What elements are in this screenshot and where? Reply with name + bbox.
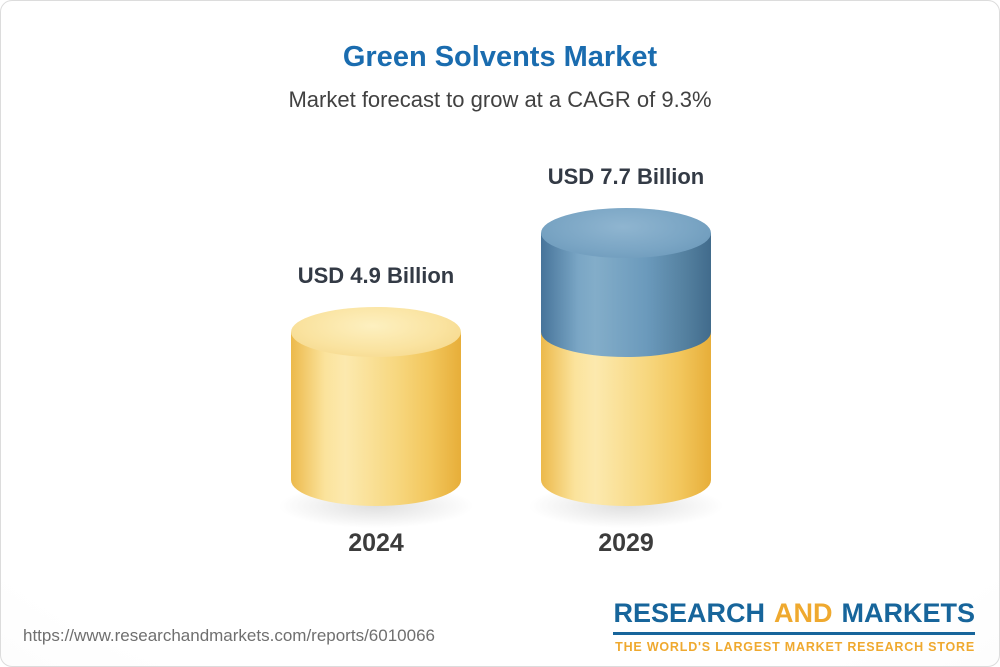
- researchandmarkets-logo: RESEARCH AND MARKETS THE WORLD'S LARGEST…: [613, 598, 975, 654]
- category-label-2029: 2029: [598, 529, 654, 557]
- bar-2024-body: [291, 332, 461, 506]
- logo-divider: [613, 632, 975, 635]
- bar-group-2024: USD 4.9 Billion 2024: [275, 1, 477, 601]
- bar-2029: [541, 207, 711, 506]
- bar-2024: [291, 307, 461, 506]
- page-title: Green Solvents Market: [342, 41, 658, 73]
- bar-2024-top-face: [291, 307, 461, 358]
- bar-2029-blue-segment: [541, 207, 711, 358]
- value-label-2024: USD 4.9 Billion: [297, 263, 455, 289]
- category-label-2024: 2024: [348, 529, 404, 557]
- bar-group-2029: USD 7.7 Billion 2029: [525, 1, 727, 601]
- bar-2029-yellow-segment: [541, 332, 711, 506]
- value-label-2029: USD 7.7 Billion: [547, 163, 705, 189]
- logo-tagline: THE WORLD'S LARGEST MARKET RESEARCH STOR…: [615, 640, 975, 654]
- bar-2029-top-face: [541, 207, 711, 258]
- logo-word-research: RESEARCH: [613, 598, 765, 628]
- logo-word-markets: MARKETS: [841, 598, 976, 628]
- page-subtitle: Market forecast to grow at a CAGR of 9.3…: [288, 87, 712, 112]
- logo-word-and: AND: [774, 598, 833, 628]
- report-url[interactable]: https://www.researchandmarkets.com/repor…: [23, 626, 435, 645]
- logo-wordmark: RESEARCH AND MARKETS: [613, 598, 975, 629]
